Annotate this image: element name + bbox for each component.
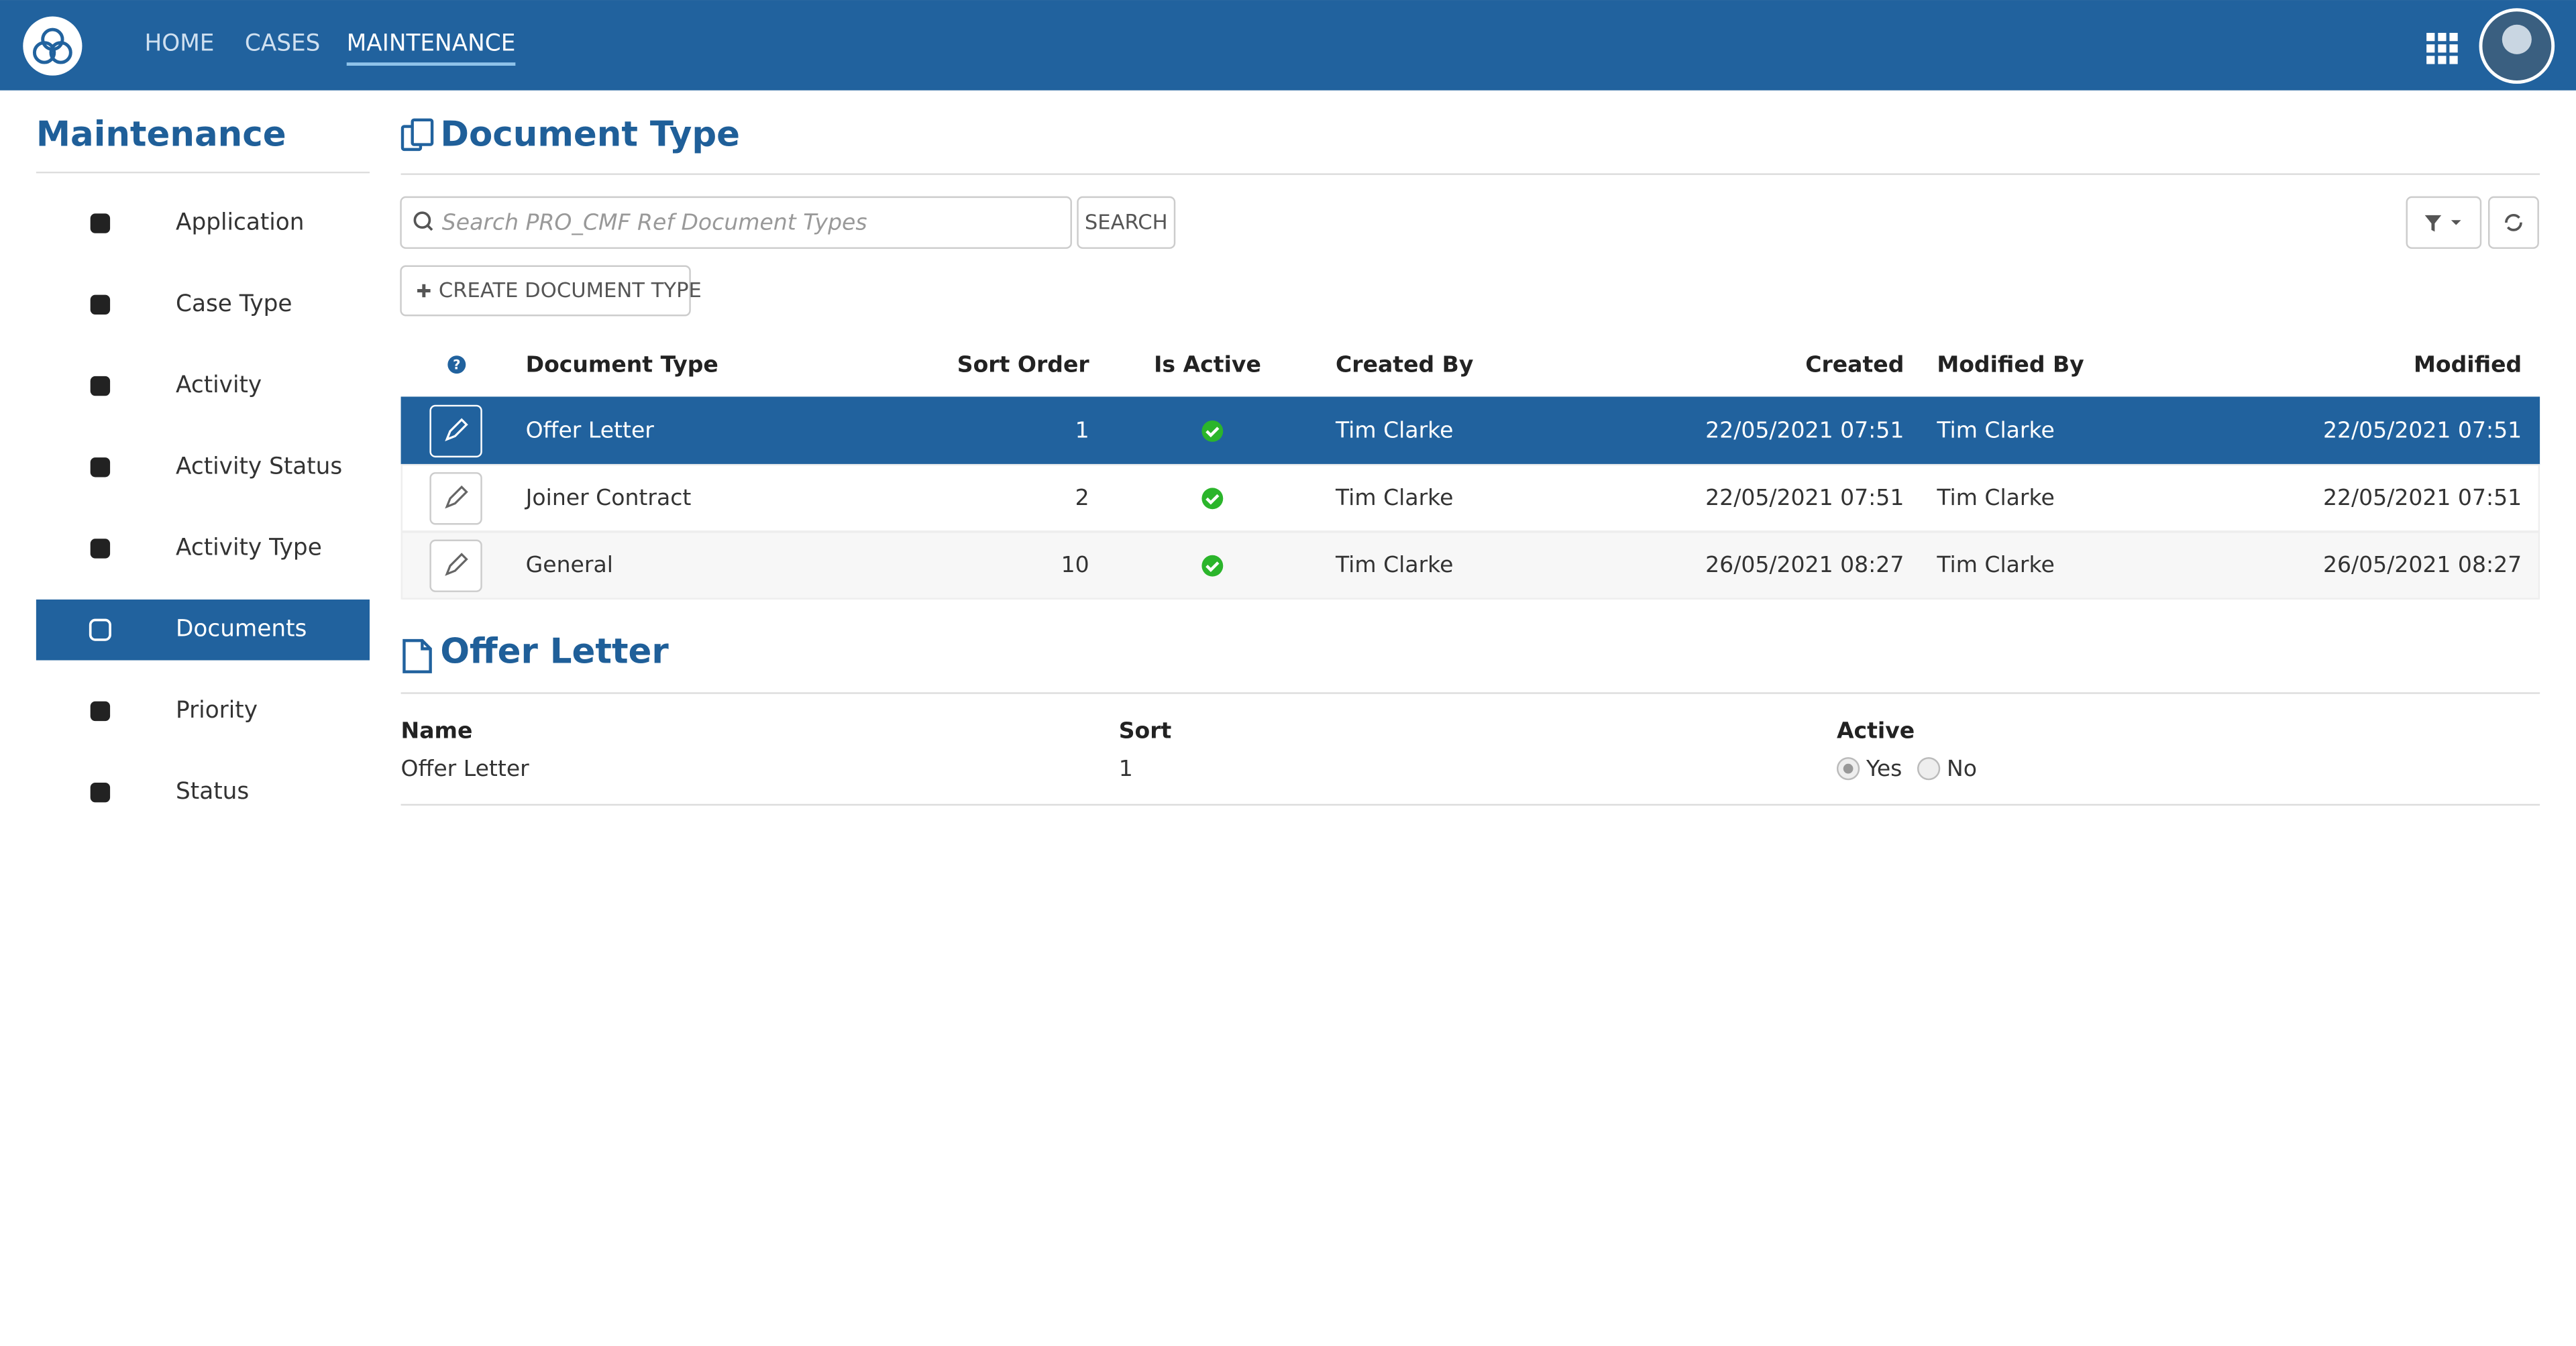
top-bar: [0, 0, 2576, 91]
refresh-button[interactable]: [2487, 196, 2539, 249]
search-button[interactable]: [1077, 196, 1176, 249]
table-cell: 22/05/2021 07:51: [2323, 484, 2522, 510]
search-label: SEARCH: [1085, 211, 1168, 235]
active-check: [1201, 420, 1224, 442]
avatar-detail: [2502, 24, 2532, 54]
create-button[interactable]: [400, 265, 691, 317]
field-value: 1: [1119, 755, 1133, 781]
radio[interactable]: [1917, 757, 1941, 781]
plus-icon: [417, 284, 431, 298]
field-value: Offer Letter: [401, 755, 530, 781]
edit-button[interactable]: [429, 472, 482, 525]
nav-item[interactable]: MAINTENANCE: [347, 30, 516, 57]
help-icon[interactable]: [447, 355, 466, 374]
sidebar-active: [36, 599, 370, 661]
create-label: CREATE DOCUMENT TYPE: [439, 279, 702, 302]
sidebar-item[interactable]: Documents: [176, 616, 307, 642]
table-row[interactable]: [400, 531, 2540, 600]
column-header[interactable]: Document Type: [526, 351, 718, 377]
column-header[interactable]: Sort Order: [957, 351, 1090, 377]
page-title: Document Type: [440, 114, 740, 154]
sidebar-icon: [90, 539, 111, 559]
field-label: Name: [401, 718, 473, 744]
table-cell: Tim Clarke: [1335, 484, 1453, 510]
logo-mark: [49, 41, 72, 64]
column-header[interactable]: Created By: [1336, 351, 1473, 377]
table-cell: Tim Clarke: [1936, 416, 2054, 443]
nav-item[interactable]: CASES: [245, 30, 321, 57]
sidebar-item[interactable]: Priority: [176, 697, 258, 724]
table-cell: Offer Letter: [526, 416, 655, 443]
column-header[interactable]: Is Active: [1154, 351, 1261, 377]
table-cell: 22/05/2021 07:51: [1705, 484, 1904, 510]
filter-button[interactable]: [2406, 196, 2482, 249]
radio-label: No: [1947, 755, 1977, 781]
sidebar-icon: [90, 457, 111, 478]
table-cell: 26/05/2021 08:27: [2323, 551, 2522, 577]
sidebar-item[interactable]: Activity Status: [176, 453, 342, 480]
search-placeholder: Search PRO_CMF Ref Document Types: [442, 209, 867, 235]
table-row[interactable]: [400, 396, 2540, 465]
sidebar-title: Maintenance: [36, 114, 286, 154]
nav-item[interactable]: HOME: [145, 30, 215, 57]
edit-button[interactable]: [429, 539, 482, 592]
table-cell: Tim Clarke: [1936, 551, 2054, 577]
field-label: Sort: [1119, 718, 1172, 744]
table-cell: 22/05/2021 07:51: [2323, 416, 2522, 443]
radio-label: Yes: [1866, 755, 1902, 781]
edit-icon: [445, 553, 468, 576]
table-cell: 10: [1061, 551, 1089, 577]
edit-button[interactable]: [429, 404, 482, 458]
sidebar-item[interactable]: Application: [176, 209, 304, 236]
column-header[interactable]: Created: [1805, 351, 1904, 377]
check-glyph: [1205, 494, 1220, 505]
search-icon: [413, 211, 431, 229]
sidebar-icon: [90, 294, 111, 315]
table-row[interactable]: [400, 463, 2540, 532]
logo-mark: [32, 41, 56, 64]
search-input[interactable]: [400, 196, 1072, 249]
sidebar-icon: [90, 213, 111, 233]
active-check: [1201, 488, 1224, 510]
table-cell: Tim Clarke: [1335, 551, 1453, 577]
search-icon: [426, 224, 433, 231]
radio-dot: [1843, 763, 1854, 774]
filter-icon: [2424, 215, 2461, 232]
sidebar-item[interactable]: Status: [176, 778, 249, 805]
edit-icon: [445, 485, 468, 509]
column-header[interactable]: Modified By: [1937, 351, 2084, 377]
sidebar-item[interactable]: Activity: [176, 372, 262, 398]
table-cell: 26/05/2021 08:27: [1705, 551, 1904, 577]
apps-icon[interactable]: [2426, 33, 2458, 64]
field-label: Active: [1837, 718, 1915, 744]
table-cell: 22/05/2021 07:51: [1705, 416, 1904, 443]
refresh-icon: [2505, 214, 2522, 231]
edit-icon: [445, 418, 468, 441]
detail-title: Offer Letter: [440, 632, 669, 672]
doc-icon: [400, 118, 434, 152]
sidebar-item[interactable]: Activity Type: [176, 534, 322, 561]
table-cell: General: [526, 551, 613, 577]
file-icon: [402, 638, 432, 673]
table-cell: Tim Clarke: [1335, 416, 1453, 443]
check-glyph: [1205, 561, 1220, 572]
sidebar-item[interactable]: Case Type: [176, 290, 292, 317]
table-cell: Tim Clarke: [1936, 484, 2054, 510]
table-cell: 1: [1075, 416, 1089, 443]
table-cell: 2: [1075, 484, 1089, 510]
table-cell: Joiner Contract: [525, 484, 692, 510]
column-header[interactable]: Modified: [2414, 351, 2522, 377]
sidebar-icon: [90, 701, 111, 722]
check-glyph: [1205, 427, 1220, 438]
help-glyph: ?: [453, 357, 460, 372]
sidebar-icon: [90, 376, 111, 396]
sidebar-icon: [90, 782, 111, 803]
active-check: [1201, 555, 1224, 577]
sidebar-icon: [89, 618, 111, 641]
